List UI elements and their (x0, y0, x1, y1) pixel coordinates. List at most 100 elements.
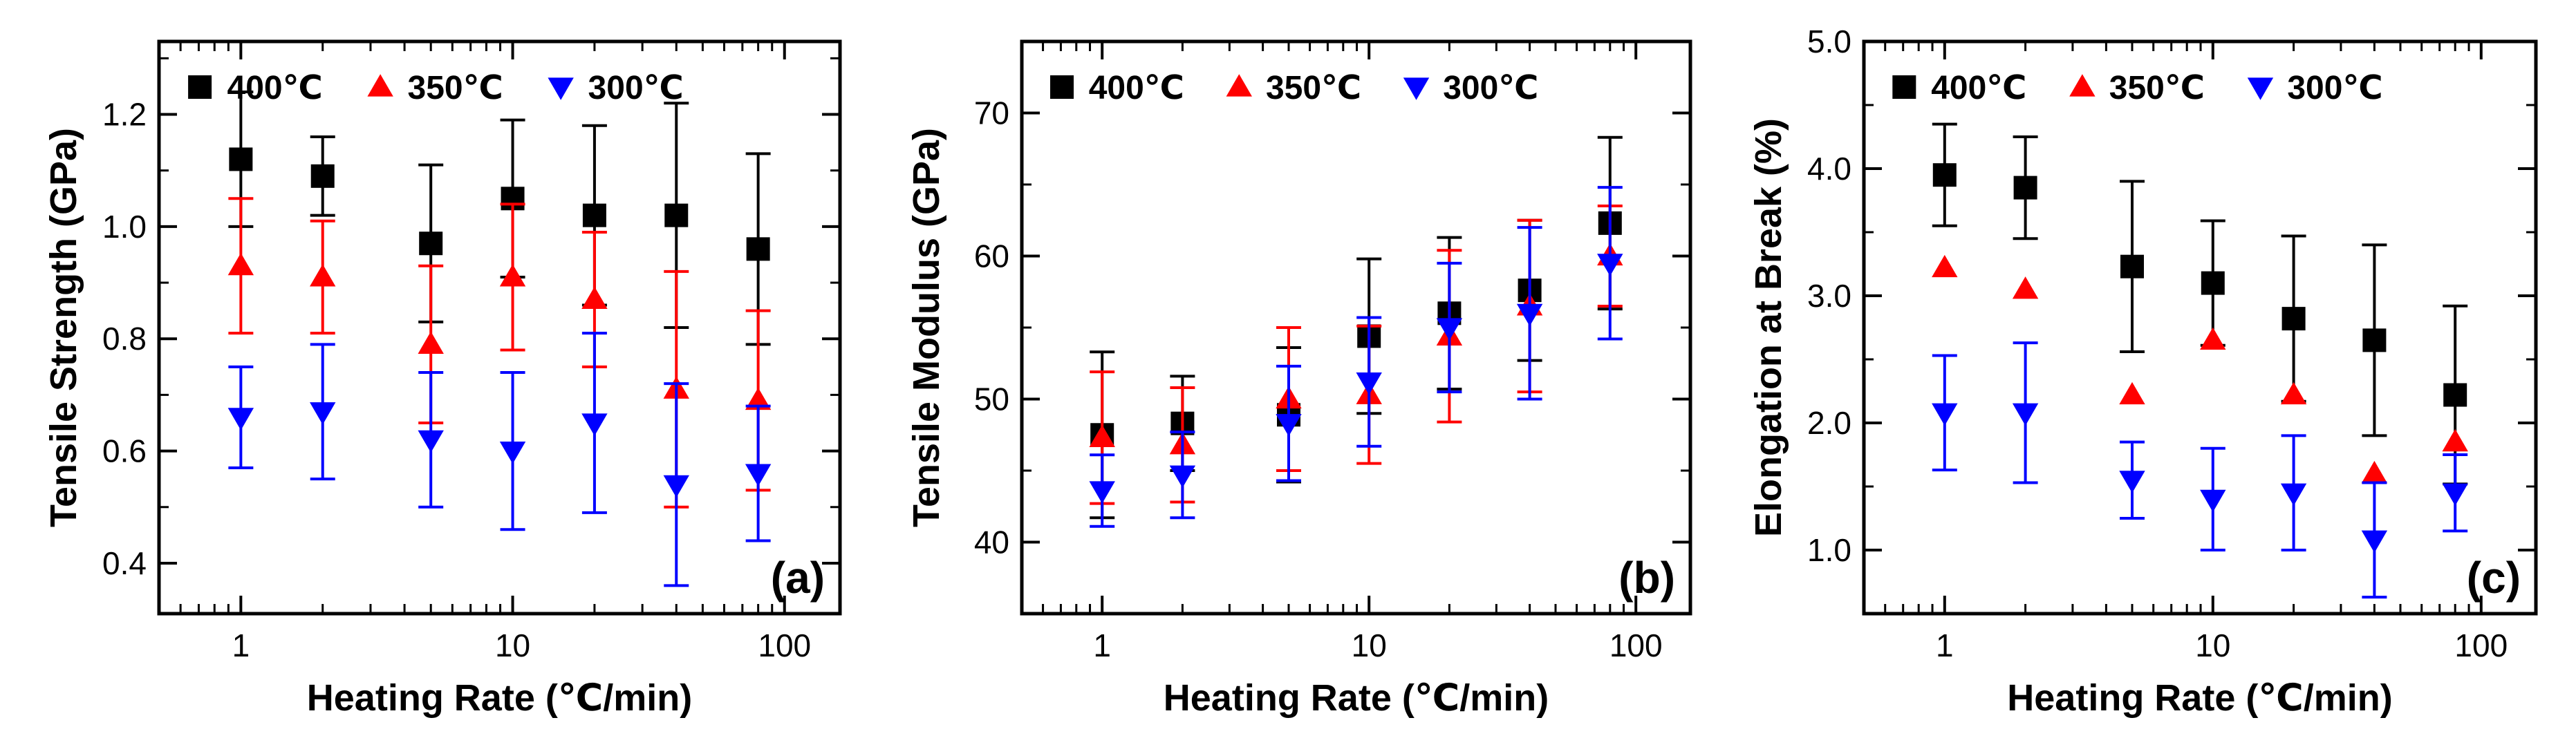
data-point (2200, 489, 2226, 513)
legend-marker (1050, 75, 1074, 99)
data-point (581, 413, 608, 436)
y-tick-label: 5.0 (1807, 23, 1851, 59)
data-point (2201, 271, 2225, 295)
x-tick-label: 10 (2195, 627, 2230, 663)
legend-label: 400℃ (227, 70, 323, 106)
panel-label: (c) (2467, 553, 2521, 603)
plot-frame (1020, 39, 1692, 616)
x-tick-label: 100 (2454, 627, 2508, 663)
x-tick-label: 1 (232, 627, 250, 663)
chart-panel-3: 1 10 100 1.0 2.0 3.0 4.0 5.0 Heating Rate (℃/min… (1748, 23, 2538, 719)
legend-marker (367, 74, 393, 97)
series-300 (1089, 186, 1623, 528)
series-300 (1932, 341, 2468, 599)
data-point (227, 408, 254, 431)
x-axis-title: Heating Rate (℃/min) (1164, 677, 1549, 719)
data-point (1356, 372, 1382, 395)
panel-label: (b) (1618, 553, 1675, 603)
x-tick-label: 100 (758, 627, 811, 663)
series-400 (1090, 135, 1623, 520)
y-tick-label: 60 (974, 238, 1009, 274)
data-point (1597, 254, 1623, 276)
x-tick-label: 1 (1093, 627, 1111, 663)
y-tick-label: 0.6 (102, 433, 147, 469)
series-400 (1932, 122, 2468, 486)
data-point (745, 387, 772, 410)
data-point (663, 475, 689, 498)
data-point (2442, 483, 2468, 506)
series-350 (1089, 205, 1623, 505)
data-point (1436, 318, 1463, 341)
legend-marker (2069, 74, 2096, 97)
legend-marker (1892, 75, 1916, 99)
data-point (1089, 481, 1115, 504)
data-point (1932, 403, 1958, 426)
plot-frame (1862, 39, 2538, 616)
data-point (581, 286, 608, 310)
legend: 400℃ 350℃ 300℃ (188, 70, 684, 106)
data-point (499, 264, 526, 287)
legend-label: 300℃ (588, 70, 684, 106)
data-point (2281, 307, 2306, 331)
y-axis-title: Elongation at Break (%) (1748, 118, 1789, 537)
data-point (419, 231, 443, 256)
data-point (418, 331, 444, 354)
chart-panel-2: 1 10 100 40 50 60 70 Heating Rate (℃/min) Tensil… (906, 39, 1692, 719)
data-point (229, 147, 253, 171)
y-tick-label: 0.8 (102, 321, 147, 357)
legend-label: 400℃ (1931, 70, 2026, 106)
data-point (2280, 381, 2307, 405)
legend-marker (188, 75, 212, 99)
y-tick-label: 2.0 (1807, 405, 1851, 441)
y-tick-label: 0.4 (102, 545, 147, 581)
data-point (310, 264, 336, 287)
panel-label: (a) (771, 553, 825, 603)
x-tick-label: 1 (1936, 627, 1954, 663)
y-axis-title: Tensile Strength (GPa) (43, 128, 84, 527)
data-point (1932, 254, 1958, 278)
legend: 400℃ 350℃ 300℃ (1892, 70, 2383, 106)
data-point (2119, 471, 2145, 493)
y-tick-label: 40 (974, 525, 1009, 560)
data-point (2012, 403, 2039, 426)
y-tick-label: 70 (974, 95, 1009, 131)
y-tick-label: 4.0 (1807, 151, 1851, 187)
data-point (1932, 163, 1957, 187)
x-axis-title: Heating Rate (℃/min) (2007, 677, 2392, 719)
legend-marker (1226, 74, 1252, 97)
data-point (1169, 465, 1196, 488)
y-tick-label: 50 (974, 381, 1009, 417)
data-point (2442, 428, 2468, 452)
data-point (2012, 276, 2039, 299)
data-point (2361, 460, 2388, 484)
data-point (1276, 414, 1302, 437)
y-tick-label: 3.0 (1807, 278, 1851, 314)
data-point (2013, 176, 2037, 200)
x-tick-label: 100 (1609, 627, 1663, 663)
legend-label: 300℃ (2287, 70, 2382, 106)
data-point (310, 402, 336, 425)
data-point (2443, 383, 2467, 407)
data-point (745, 464, 772, 486)
x-tick-label: 10 (495, 627, 530, 663)
data-point (2120, 254, 2145, 278)
data-point (2280, 483, 2307, 506)
data-point (499, 441, 526, 464)
legend-label: 350℃ (408, 70, 503, 106)
data-point (582, 203, 606, 227)
y-tick-label: 1.0 (102, 209, 147, 245)
legend-marker (1403, 77, 1430, 100)
data-point (1516, 303, 1543, 326)
series-350 (227, 197, 772, 509)
data-point (2361, 530, 2388, 553)
plot-frame (157, 39, 842, 616)
data-point (2200, 327, 2226, 350)
legend-label: 400℃ (1089, 70, 1184, 106)
series-300 (227, 332, 772, 587)
legend-label: 350℃ (1266, 70, 1361, 106)
series-400 (228, 91, 771, 346)
data-point (2119, 381, 2145, 405)
x-tick-label: 10 (1352, 627, 1387, 663)
series-350 (1932, 254, 2468, 484)
